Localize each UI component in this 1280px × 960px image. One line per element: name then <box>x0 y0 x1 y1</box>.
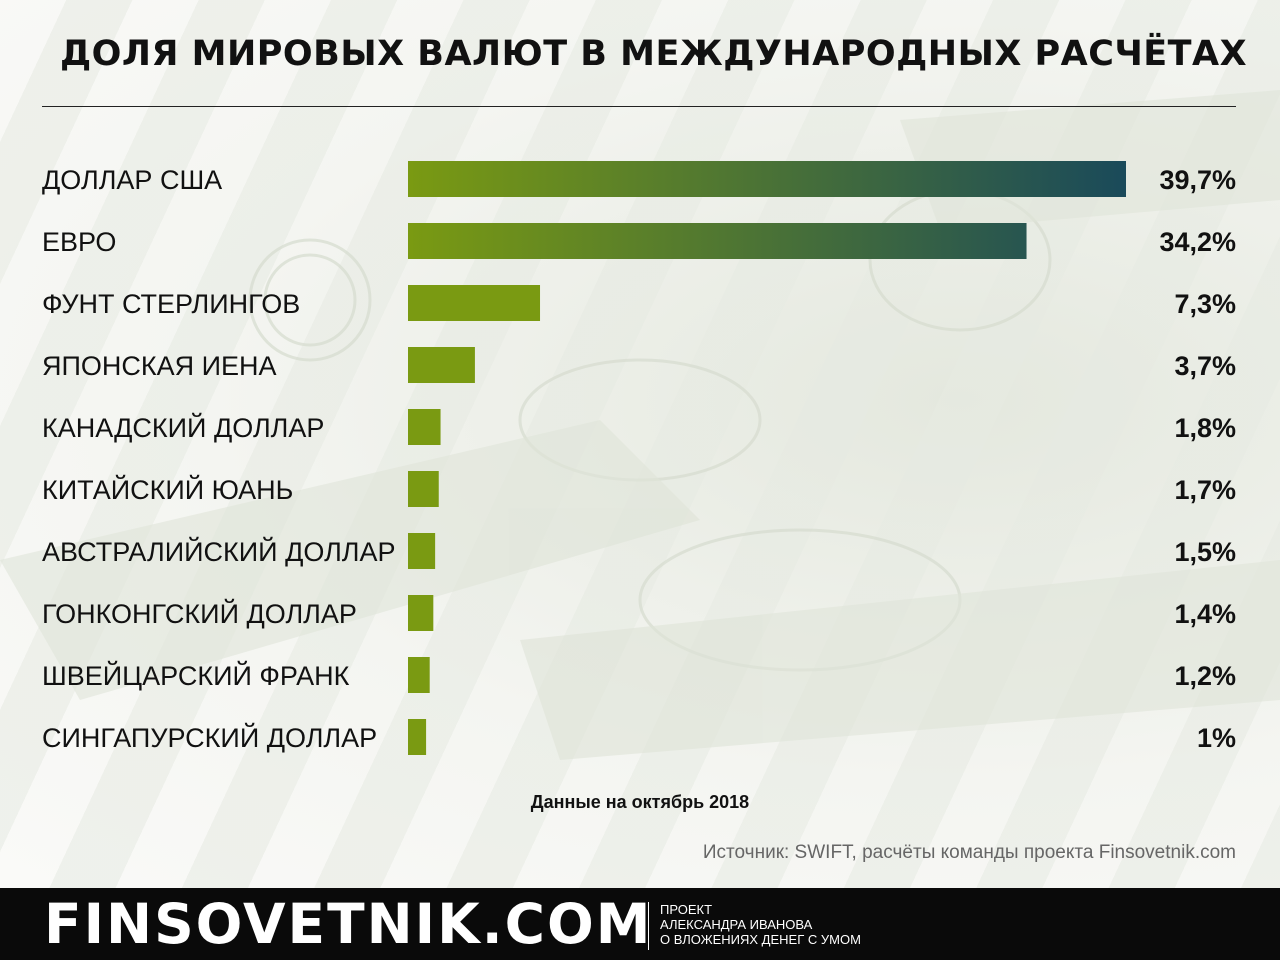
bar <box>408 719 427 755</box>
value-label: 1,5% <box>1174 537 1236 567</box>
bar <box>408 533 436 569</box>
bar <box>408 657 430 693</box>
tagline-line-2: АЛЕКСАНДРА ИВАНОВА <box>660 917 813 932</box>
data-date-note: Данные на октябрь 2018 <box>530 792 750 812</box>
value-label: 3,7% <box>1174 351 1236 381</box>
source-note: Источник: SWIFT, расчёты команды проекта… <box>702 842 1236 863</box>
bar <box>408 595 434 631</box>
bar <box>408 409 441 445</box>
category-label: ГОНКОНГСКИЙ ДОЛЛАР <box>42 598 357 629</box>
category-label: ЯПОНСКАЯ ИЕНА <box>42 351 277 381</box>
bar <box>408 471 439 507</box>
value-label: 1,2% <box>1174 661 1236 691</box>
value-label: 7,3% <box>1174 289 1236 319</box>
bar-chart: ДОЛЛАР США 39,7% ЕВРО 34,2% ФУНТ СТЕРЛИНГОВ 7… <box>42 161 1236 755</box>
category-label: ФУНТ СТЕРЛИНГОВ <box>42 289 300 319</box>
value-label: 39,7% <box>1159 165 1236 195</box>
bar <box>408 285 541 321</box>
category-label: КИТАЙСКИЙ ЮАНЬ <box>42 474 293 505</box>
brand-logo[interactable]: FINSOVETNIK.COM <box>44 892 653 956</box>
value-label: 1% <box>1197 723 1236 753</box>
value-label: 1,7% <box>1174 475 1236 505</box>
footer-tagline: ПРОЕКТ АЛЕКСАНДРА ИВАНОВА О ВЛОЖЕНИЯХ ДЕ… <box>660 902 861 947</box>
chart-title: ДОЛЯ МИРОВЫХ ВАЛЮТ В МЕЖДУНАРОДНЫХ РАСЧЁ… <box>60 34 1248 74</box>
title-divider <box>42 106 1236 107</box>
bar <box>408 161 1126 197</box>
value-label: 1,8% <box>1174 413 1236 443</box>
category-label: ЕВРО <box>42 227 116 257</box>
banknote-background <box>0 0 1280 888</box>
category-label: ШВЕЙЦАРСКИЙ ФРАНК <box>42 660 350 691</box>
category-label: АВСТРАЛИЙСКИЙ ДОЛЛАР <box>42 536 396 567</box>
category-label: ДОЛЛАР США <box>42 165 222 195</box>
footer-divider <box>648 902 649 950</box>
footer-bar: FINSOVETNIK.COM ПРОЕКТ АЛЕКСАНДРА ИВАНОВ… <box>0 888 1280 960</box>
category-label: СИНГАПУРСКИЙ ДОЛЛАР <box>42 722 377 753</box>
bar <box>408 223 1027 259</box>
value-label: 34,2% <box>1159 227 1236 257</box>
value-label: 1,4% <box>1174 599 1236 629</box>
tagline-line-1: ПРОЕКТ <box>660 902 713 917</box>
category-label: КАНАДСКИЙ ДОЛЛАР <box>42 412 324 443</box>
tagline-line-3: О ВЛОЖЕНИЯХ ДЕНЕГ С УМОМ <box>660 932 861 947</box>
bar <box>408 347 475 383</box>
